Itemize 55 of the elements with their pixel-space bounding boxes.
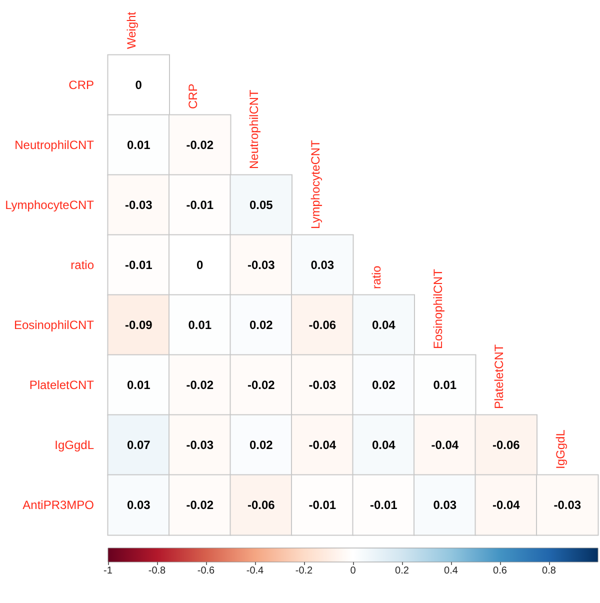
color-bar-label: -1 [104,566,113,576]
color-bar-label: 0 [350,566,356,576]
data-label: 0.04 [372,438,396,452]
data-label: -0.01 [186,198,214,212]
color-bar-label: 0.6 [493,566,508,576]
y-tick-label: IgGgdL [54,438,94,452]
data-label: -0.03 [308,378,336,392]
data-label: 0.03 [310,258,334,272]
color-bar-label: -0.8 [148,566,166,576]
data-label: -0.09 [124,318,153,332]
data-label: -0.06 [492,438,520,452]
data-label: 0.03 [126,498,151,512]
color-bar-label: 0.2 [395,566,410,576]
data-label: -0.01 [308,498,336,512]
color-bar-label: -0.4 [246,566,264,576]
data-label: -0.06 [247,498,276,512]
data-label: 0.01 [433,378,457,392]
data-label: -0.03 [186,438,214,452]
data-label: 0.02 [249,438,274,452]
data-label: -0.02 [247,378,276,392]
data-label: -0.04 [492,498,520,512]
color-bar-label: 0.8 [542,566,556,576]
data-label: -0.03 [124,198,153,212]
y-tick-label: PlateletCNT [29,378,95,392]
color-bar-label: -0.6 [197,566,216,576]
y-tick-label: EosinophilCNT [14,318,95,332]
y-tick-label: ratio [70,258,94,272]
data-label: 0.02 [249,318,274,332]
data-label: 0.05 [249,198,274,212]
y-tick-label: LymphocyteCNT [5,198,95,212]
data-label: 0.01 [126,138,151,152]
data-label: -0.02 [186,498,214,512]
data-label: 0.01 [126,378,151,392]
data-label: 0.03 [433,498,457,512]
data-label: -0.04 [431,438,459,452]
data-label: 0.04 [372,318,396,332]
x-tick-label: Weight [124,11,139,49]
data-label: -0.04 [308,438,336,452]
data-label: -0.03 [247,258,276,272]
y-tick-label: NeutrophilCNT [14,138,95,152]
y-tick-label: CRP [68,78,94,92]
data-label: -0.01 [124,258,153,272]
data-label: 0.02 [372,378,396,392]
color-bar-label: -0.2 [295,566,314,576]
data-label: 0.01 [188,318,212,332]
data-label: 0.07 [126,438,151,452]
data-label: 0 [196,258,204,272]
color-bar-label: 0.4 [444,566,458,576]
data-label: -0.02 [186,138,214,152]
data-label: -0.06 [308,318,336,332]
data-label: -0.03 [554,498,582,512]
data-label: -0.01 [370,498,398,512]
data-label: -0.02 [186,378,214,392]
y-tick-label: AntiPR3MPO [22,498,94,512]
data-label: 0 [135,78,142,92]
